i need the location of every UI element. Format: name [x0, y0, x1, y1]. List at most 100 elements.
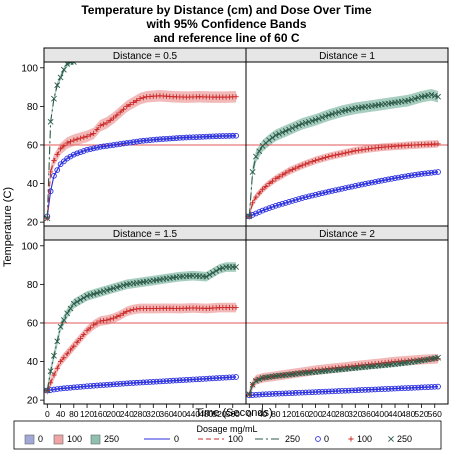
confidence-band	[47, 134, 237, 218]
data-point	[286, 168, 292, 174]
data-point	[170, 135, 176, 142]
data-point	[173, 377, 180, 384]
data-point	[200, 133, 206, 140]
panel-grid: Distance = 0.5 20 40 60 80 100 Distance = 1 Dis…	[21, 47, 449, 419]
data-point	[312, 389, 319, 395]
data-point	[67, 138, 74, 145]
data-point	[134, 306, 140, 312]
x-tick-label: 240	[322, 409, 336, 419]
data-point	[269, 134, 276, 141]
data-point	[94, 382, 100, 389]
data-point	[382, 177, 388, 183]
panel-plot-area	[246, 89, 448, 223]
x-tick-label: 400	[375, 409, 389, 419]
data-point	[352, 148, 358, 154]
data-point	[110, 115, 117, 121]
data-point	[292, 197, 299, 203]
data-point	[71, 137, 77, 143]
data-point	[107, 117, 113, 123]
data-point	[425, 170, 431, 176]
legend: Dosage mg/mL 0 100 250 0 100 250 0 100 250	[13, 420, 442, 450]
legend-item: 0	[24, 434, 43, 445]
data-point	[110, 142, 117, 148]
data-point	[80, 148, 87, 154]
data-point	[256, 391, 263, 398]
data-point	[289, 125, 296, 132]
legend-item: 250	[90, 434, 119, 445]
data-point	[206, 375, 213, 382]
data-point	[206, 271, 213, 278]
data-point	[335, 186, 342, 193]
data-point	[355, 147, 362, 153]
data-point	[412, 172, 418, 178]
data-point	[339, 388, 345, 394]
data-point	[375, 386, 382, 393]
data-point	[180, 377, 186, 383]
data-point	[266, 180, 272, 187]
data-point	[263, 391, 269, 398]
data-point	[127, 101, 133, 108]
data-point	[316, 156, 322, 163]
data-point	[421, 170, 428, 177]
legend-title: Dosage mg/mL	[196, 424, 257, 434]
legend-label: 250	[285, 434, 300, 444]
data-point	[71, 343, 77, 349]
data-point	[100, 143, 107, 150]
chart-title-line-1: Temperature by Distance (cm) and Dose Ov…	[81, 3, 372, 17]
data-point	[309, 389, 316, 396]
x-axis-label: Time (Seconds)	[195, 407, 272, 419]
data-point	[91, 130, 97, 136]
data-point	[143, 137, 150, 144]
data-point	[378, 386, 385, 392]
data-point	[87, 325, 93, 331]
data-point	[299, 389, 306, 396]
data-point	[359, 181, 365, 188]
data-point	[269, 178, 276, 184]
data-point	[302, 119, 309, 126]
data-point	[213, 133, 220, 140]
data-point	[74, 150, 80, 157]
data-point	[355, 182, 362, 189]
data-point	[80, 383, 87, 390]
data-point	[153, 378, 160, 385]
data-point	[282, 390, 289, 397]
legend-label: 250	[104, 434, 119, 444]
data-point	[166, 135, 173, 142]
data-point	[61, 385, 67, 392]
data-point	[435, 93, 441, 100]
panel-label: Distance = 2	[319, 229, 375, 240]
data-point	[74, 298, 81, 305]
x-tick-label: 280	[335, 409, 349, 419]
data-point	[124, 308, 130, 314]
data-point	[309, 159, 315, 165]
data-point	[180, 134, 186, 141]
data-point	[289, 390, 296, 396]
x-tick-label: 320	[146, 409, 160, 419]
data-point	[256, 376, 263, 383]
panel-label: Distance = 1	[319, 51, 375, 62]
data-point	[339, 151, 345, 157]
data-point	[170, 377, 176, 384]
confidence-band	[249, 89, 439, 223]
data-point	[74, 136, 80, 142]
data-point	[110, 381, 117, 388]
data-point	[312, 191, 319, 198]
data-point	[269, 204, 276, 210]
legend-swatch	[53, 434, 64, 445]
legend-item: 0	[315, 434, 329, 444]
data-point	[253, 210, 259, 217]
data-point	[292, 390, 299, 396]
x-tick-label: 560	[226, 409, 240, 419]
data-point	[296, 122, 302, 129]
data-point	[101, 121, 107, 127]
data-point	[306, 160, 312, 166]
data-point	[319, 190, 326, 197]
data-point	[176, 377, 183, 384]
data-point	[107, 316, 113, 322]
data-point	[163, 135, 170, 142]
x-tick-label: 440	[186, 409, 200, 419]
data-point	[299, 120, 306, 127]
confidence-band	[249, 139, 439, 221]
data-point	[64, 385, 71, 391]
data-point	[193, 134, 200, 140]
